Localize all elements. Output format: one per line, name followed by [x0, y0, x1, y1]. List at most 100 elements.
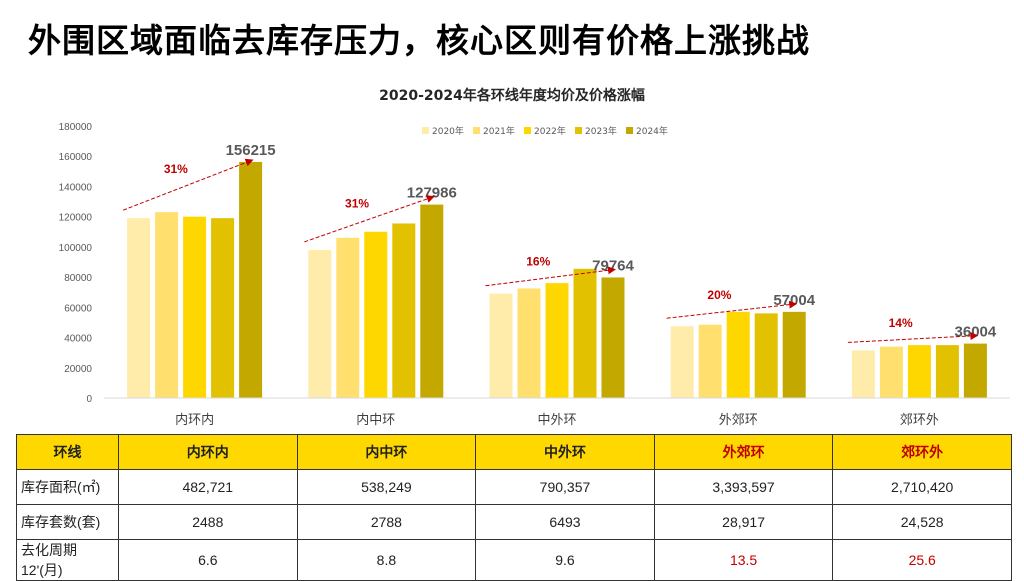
legend-item: 2021年: [473, 125, 515, 137]
table-cell: 28,917: [653, 504, 834, 540]
bar: [907, 345, 931, 398]
growth-label: 31%: [345, 196, 369, 210]
y-tick-label: 160000: [59, 152, 93, 163]
bar: [517, 288, 541, 398]
x-tick-label: 内环内: [175, 412, 214, 428]
growth-arrow: [122, 158, 254, 211]
bar: [392, 223, 416, 398]
y-tick-label: 0: [86, 394, 92, 405]
table-cell: 482,721: [118, 469, 298, 505]
data-label: 79764: [592, 257, 634, 274]
table-header-cell: 内环内: [118, 434, 298, 470]
bar: [754, 313, 778, 398]
table-header-cell: 环线: [16, 434, 119, 470]
table-cell: 538,249: [296, 469, 477, 505]
legend-label: 2020年: [432, 125, 464, 137]
y-tick-label: 80000: [64, 273, 92, 284]
y-tick-label: 180000: [59, 122, 93, 133]
bar: [670, 326, 694, 398]
bar: [573, 268, 597, 398]
data-label: 127986: [407, 185, 457, 202]
legend-swatch: [473, 127, 480, 134]
bar: [489, 293, 513, 398]
chart-legend: 2020年 2021年 2022年 2023年 2024年: [422, 125, 668, 137]
bar: [698, 324, 722, 398]
row-label: 库存面积(㎡): [16, 469, 119, 505]
growth-arrow: [666, 300, 798, 319]
bar: [308, 249, 332, 398]
y-tick-label: 100000: [59, 243, 93, 254]
bar: [879, 346, 903, 398]
bar-group: 79764 16%: [485, 255, 635, 398]
legend-swatch: [626, 127, 633, 134]
x-tick-label: 中外环: [537, 413, 576, 428]
table-header-cell: 外郊环: [653, 434, 834, 470]
legend-item: 2024年: [626, 125, 668, 137]
table-cell: 13.5: [653, 539, 834, 581]
data-label: 57004: [773, 292, 815, 309]
table-cell: 9.6: [475, 539, 655, 581]
y-tick-label: 20000: [64, 364, 92, 375]
y-tick-label: 40000: [64, 334, 92, 345]
table-row: 库存套数(套) 2488 2788 6493 28,917 24,528: [16, 504, 1012, 540]
legend-swatch: [575, 127, 582, 134]
growth-arrow: [847, 331, 979, 343]
growth-label: 14%: [889, 316, 913, 330]
table-cell: 2,710,420: [832, 469, 1012, 505]
legend-item: 2020年: [422, 125, 464, 137]
bar-chart: 2020-2024年各环线年度均价及价格涨幅 2020年 2021年 2022年 20…: [59, 87, 1010, 428]
slide-title: 外围区域面临去库存压力，核心区则有价格上涨挑战: [28, 21, 810, 60]
legend-item: 2022年: [524, 125, 566, 137]
growth-arrow: [304, 195, 435, 243]
table-cell: 2788: [296, 504, 477, 540]
bar-group: 156215 31%: [122, 142, 276, 398]
table-header-cell: 内中环: [296, 434, 477, 470]
bar: [601, 277, 625, 398]
table-cell: 24,528: [832, 504, 1012, 540]
legend-swatch: [422, 127, 429, 134]
table-header-row: 环线 内环内 内中环 中外环 外郊环 郊环外: [16, 434, 1012, 470]
bar-group: 57004 20%: [666, 288, 816, 398]
bar-groups: 156215 31% 127986 31% 79764 16% 57004 20% 36004 1…: [122, 142, 997, 398]
growth-arrow: [485, 266, 616, 287]
legend-label: 2024年: [636, 125, 668, 137]
bar-group: 127986 31%: [304, 185, 457, 398]
table-cell: 6493: [475, 504, 655, 540]
bar-group: 36004 14%: [847, 316, 997, 398]
bar: [782, 311, 806, 398]
growth-label: 16%: [526, 255, 550, 269]
legend-label: 2023年: [585, 125, 617, 137]
legend-label: 2022年: [534, 125, 566, 137]
bar: [935, 345, 959, 398]
y-tick-label: 140000: [59, 182, 93, 193]
y-axis: 0 20000 40000 60000 80000 100000 120000 140000 1…: [59, 122, 93, 405]
bar: [336, 237, 360, 398]
bar: [239, 161, 263, 398]
table-header-cell: 中外环: [475, 434, 655, 470]
x-tick-label: 郊环外: [900, 412, 939, 428]
row-label: 去化周期12'(月): [16, 539, 119, 581]
chart-title: 2020-2024年各环线年度均价及价格涨幅: [379, 87, 645, 104]
x-tick-label: 内中环: [356, 412, 395, 428]
table-cell: 8.8: [296, 539, 477, 581]
bar: [127, 218, 151, 398]
table-cell: 25.6: [832, 539, 1012, 581]
growth-label: 31%: [164, 162, 188, 176]
bar: [364, 231, 388, 398]
bar: [963, 343, 987, 398]
table-row: 去化周期12'(月) 6.6 8.8 9.6 13.5 25.6: [16, 539, 1012, 581]
bar: [851, 350, 875, 398]
data-label: 156215: [226, 142, 276, 159]
inventory-table: 环线 内环内 内中环 中外环 外郊环 郊环外 库存面积(㎡) 482,721 538,249 79…: [16, 434, 1012, 581]
bar: [155, 212, 179, 398]
legend-swatch: [524, 127, 531, 134]
legend-item: 2023年: [575, 125, 617, 137]
bar: [211, 218, 235, 398]
y-tick-label: 120000: [59, 213, 93, 224]
bar: [726, 311, 750, 398]
data-label: 36004: [955, 324, 997, 341]
bar: [545, 283, 569, 398]
table-cell: 6.6: [118, 539, 298, 581]
x-tick-label: 外郊环: [719, 412, 758, 428]
bar: [183, 216, 207, 398]
